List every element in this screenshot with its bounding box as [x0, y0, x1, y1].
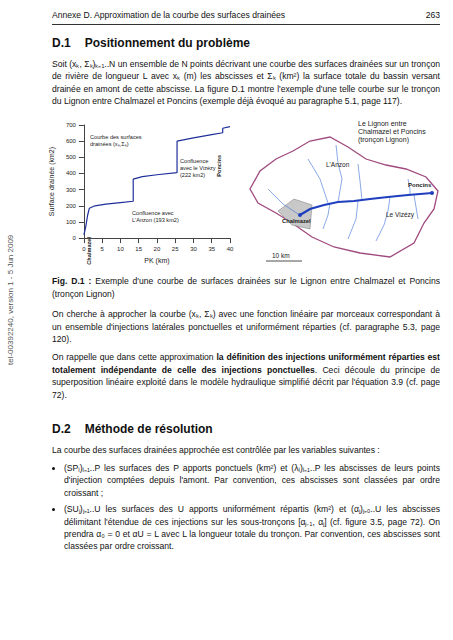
html-text:tel-00392240, version 1 - 5 Ju: tel-00392240, version 1 - 5 Jun 2009: [6, 234, 15, 366]
html-text:La courbe des surfaces drainée: La courbe des surfaces drainées approché…: [52, 444, 380, 455]
svg-text:L'Anzon: L'Anzon: [326, 161, 350, 168]
svg-text:700: 700: [66, 122, 77, 128]
svg-text:PK (km): PK (km): [144, 257, 169, 265]
html-text:(SUⱼ)ⱼ₌₁..U les surfaces des U: (SUⱼ)ⱼ₌₁..U les surfaces des U apports u…: [64, 504, 440, 552]
svg-text:10: 10: [117, 247, 124, 253]
svg-text:Poncins: Poncins: [408, 182, 432, 188]
svg-text:Surface drainée (km2): Surface drainée (km2): [48, 147, 56, 216]
svg-text:35: 35: [208, 247, 215, 253]
svg-text:30: 30: [190, 247, 197, 253]
svg-text:15: 15: [135, 247, 142, 253]
svg-text:40: 40: [227, 247, 234, 253]
svg-text:(222 km2): (222 km2): [180, 172, 205, 178]
svg-text:400: 400: [66, 171, 77, 177]
svg-text:Courbe des surfaces: Courbe des surfaces: [90, 134, 142, 140]
html-text:Fig. D.1 : Exemple d'une courb: Fig. D.1 : Exemple d'une courbe de surfa…: [52, 276, 440, 299]
svg-text:Chalmazel: Chalmazel: [86, 237, 92, 265]
svg-text:drainées (xₖ,Σₖ): drainées (xₖ,Σₖ): [90, 141, 129, 147]
svg-text:5: 5: [101, 247, 105, 253]
svg-text:200: 200: [66, 203, 77, 209]
svg-text:Chalmazel: Chalmazel: [282, 218, 311, 224]
html-text:Annexe D. Approximation de la: Annexe D. Approximation de la courbe des…: [52, 10, 286, 20]
html-text:263: 263: [425, 10, 440, 20]
svg-text:20: 20: [154, 247, 161, 253]
svg-text:Le Vizézy: Le Vizézy: [386, 211, 415, 219]
html-text:D.1: D.1: [52, 36, 71, 51]
html-text:Méthode de résolution: Méthode de résolution: [84, 422, 213, 437]
html-text:(SPᵢ)ᵢ₌₁..P les surfaces des P: (SPᵢ)ᵢ₌₁..P les surfaces des P apports p…: [64, 462, 440, 498]
svg-text:0: 0: [82, 247, 86, 253]
html-text:On cherche à approcher la cour: On cherche à approcher la courbe (xₖ, Σₖ…: [52, 309, 440, 345]
svg-text:avec le Vizézy: avec le Vizézy: [180, 165, 216, 171]
html-text:Soit (xₖ, Σₖ)ₖ₌₁..N un ensembl: Soit (xₖ, Σₖ)ₖ₌₁..N un ensemble de N poi…: [52, 58, 440, 106]
svg-text:Le Lignon entreChalmazel et Po: Le Lignon entreChalmazel et Poncins(tron…: [358, 120, 426, 144]
svg-text:500: 500: [66, 155, 77, 161]
svg-text:100: 100: [66, 219, 77, 225]
svg-text:600: 600: [66, 139, 77, 145]
svg-text:Confluence: Confluence: [180, 158, 208, 164]
svg-text:300: 300: [66, 187, 77, 193]
svg-text:Poncins: Poncins: [216, 155, 222, 177]
svg-text:Confluence avec: Confluence avec: [132, 210, 174, 216]
svg-text:0: 0: [73, 236, 77, 242]
html-text:Positionnement du problème: Positionnement du problème: [84, 36, 250, 51]
html-text:D.2: D.2: [52, 422, 71, 437]
html-text:On rappelle que dans cette app: On rappelle que dans cette approximation…: [52, 352, 440, 400]
svg-text:10 km: 10 km: [272, 252, 290, 259]
svg-text:L'Anzon (193 km2): L'Anzon (193 km2): [132, 217, 179, 223]
svg-text:25: 25: [172, 247, 179, 253]
